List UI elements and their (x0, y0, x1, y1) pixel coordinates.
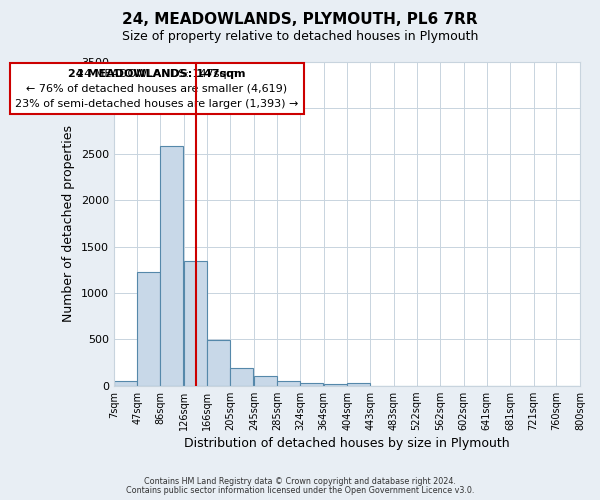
Bar (277, 381, 300, 386)
Bar (208, 340, 230, 386)
Text: Contains HM Land Registry data © Crown copyright and database right 2024.: Contains HM Land Registry data © Crown c… (144, 477, 456, 486)
Bar (347, 384, 370, 386)
Bar (254, 376, 277, 386)
Bar (300, 384, 323, 386)
Bar (230, 368, 253, 386)
Bar (324, 384, 347, 386)
Bar (137, 272, 160, 386)
X-axis label: Distribution of detached houses by size in Plymouth: Distribution of detached houses by size … (184, 437, 510, 450)
Text: Size of property relative to detached houses in Plymouth: Size of property relative to detached ho… (122, 30, 478, 43)
Bar (184, 260, 207, 386)
Text: 24, MEADOWLANDS, PLYMOUTH, PL6 7RR: 24, MEADOWLANDS, PLYMOUTH, PL6 7RR (122, 12, 478, 28)
Text: Contains public sector information licensed under the Open Government Licence v3: Contains public sector information licen… (126, 486, 474, 495)
Text: 24 MEADOWLANDS: 147sqm: 24 MEADOWLANDS: 147sqm (68, 69, 245, 108)
Y-axis label: Number of detached properties: Number of detached properties (62, 125, 76, 322)
Bar (160, 146, 183, 386)
Text: 24 MEADOWLANDS: 147sqm
← 76% of detached houses are smaller (4,619)
23% of semi-: 24 MEADOWLANDS: 147sqm ← 76% of detached… (15, 69, 298, 108)
Bar (114, 381, 137, 386)
